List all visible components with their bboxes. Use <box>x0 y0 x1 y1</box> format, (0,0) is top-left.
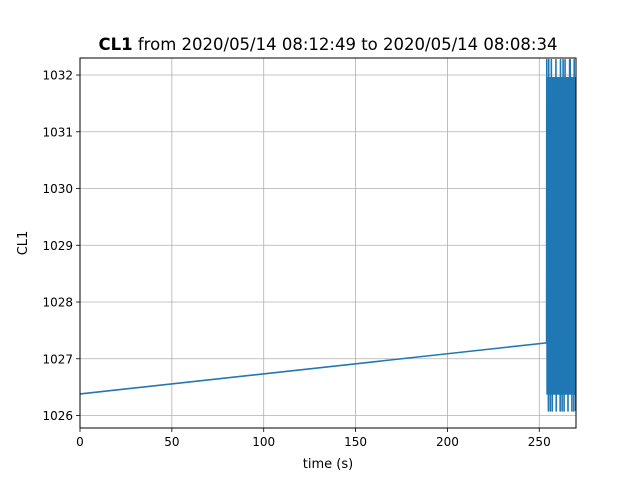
y-tick-label: 1031 <box>42 125 73 139</box>
chart-title-bold: CL1 <box>99 35 133 54</box>
x-tick-label: 150 <box>344 435 367 449</box>
y-tick-label: 1028 <box>42 296 73 310</box>
y-tick-label: 1026 <box>42 409 73 423</box>
y-tick-label: 1030 <box>42 182 73 196</box>
x-tick-label: 200 <box>436 435 459 449</box>
x-tick-label: 50 <box>164 435 179 449</box>
plot-frame <box>79 57 577 429</box>
y-tick-label: 1027 <box>42 352 73 366</box>
x-axis: 0 50 100 150 200 250 <box>76 428 551 449</box>
y-tick-label: 1029 <box>42 239 73 253</box>
y-tick-label: 1032 <box>42 69 73 83</box>
series-line <box>80 58 576 412</box>
grid <box>79 58 576 428</box>
x-tick-label: 0 <box>76 435 84 449</box>
chart-title: CL1 from 2020/05/14 08:12:49 to 2020/05/… <box>99 35 558 54</box>
chart-title-rest: from 2020/05/14 08:12:49 to 2020/05/14 0… <box>133 35 558 54</box>
series-layer <box>80 58 576 412</box>
x-axis-label: time (s) <box>303 457 353 472</box>
x-tick-label: 250 <box>528 435 551 449</box>
y-axis: 1026 1027 1028 1029 1030 1031 1032 <box>42 69 80 423</box>
y-axis-label: CL1 <box>16 231 31 256</box>
x-tick-label: 100 <box>252 435 275 449</box>
